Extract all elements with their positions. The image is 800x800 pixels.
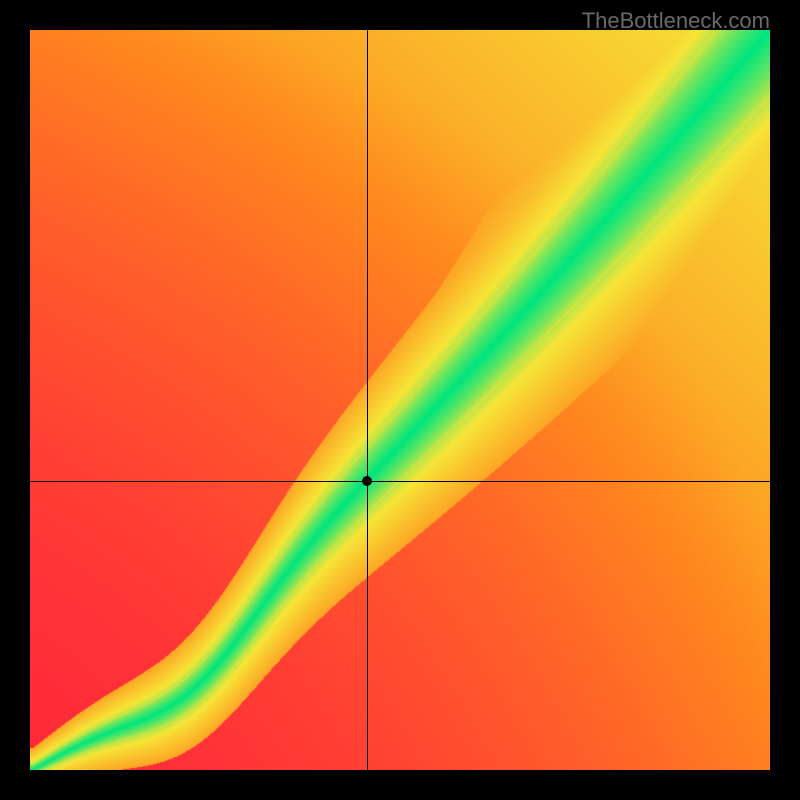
chart-container: TheBottleneck.com — [0, 0, 800, 800]
heatmap-canvas — [30, 30, 770, 770]
crosshair-marker — [362, 476, 372, 486]
plot-area — [30, 30, 770, 770]
watermark-text: TheBottleneck.com — [582, 8, 770, 34]
crosshair-horizontal — [30, 481, 770, 482]
crosshair-vertical — [367, 30, 368, 770]
